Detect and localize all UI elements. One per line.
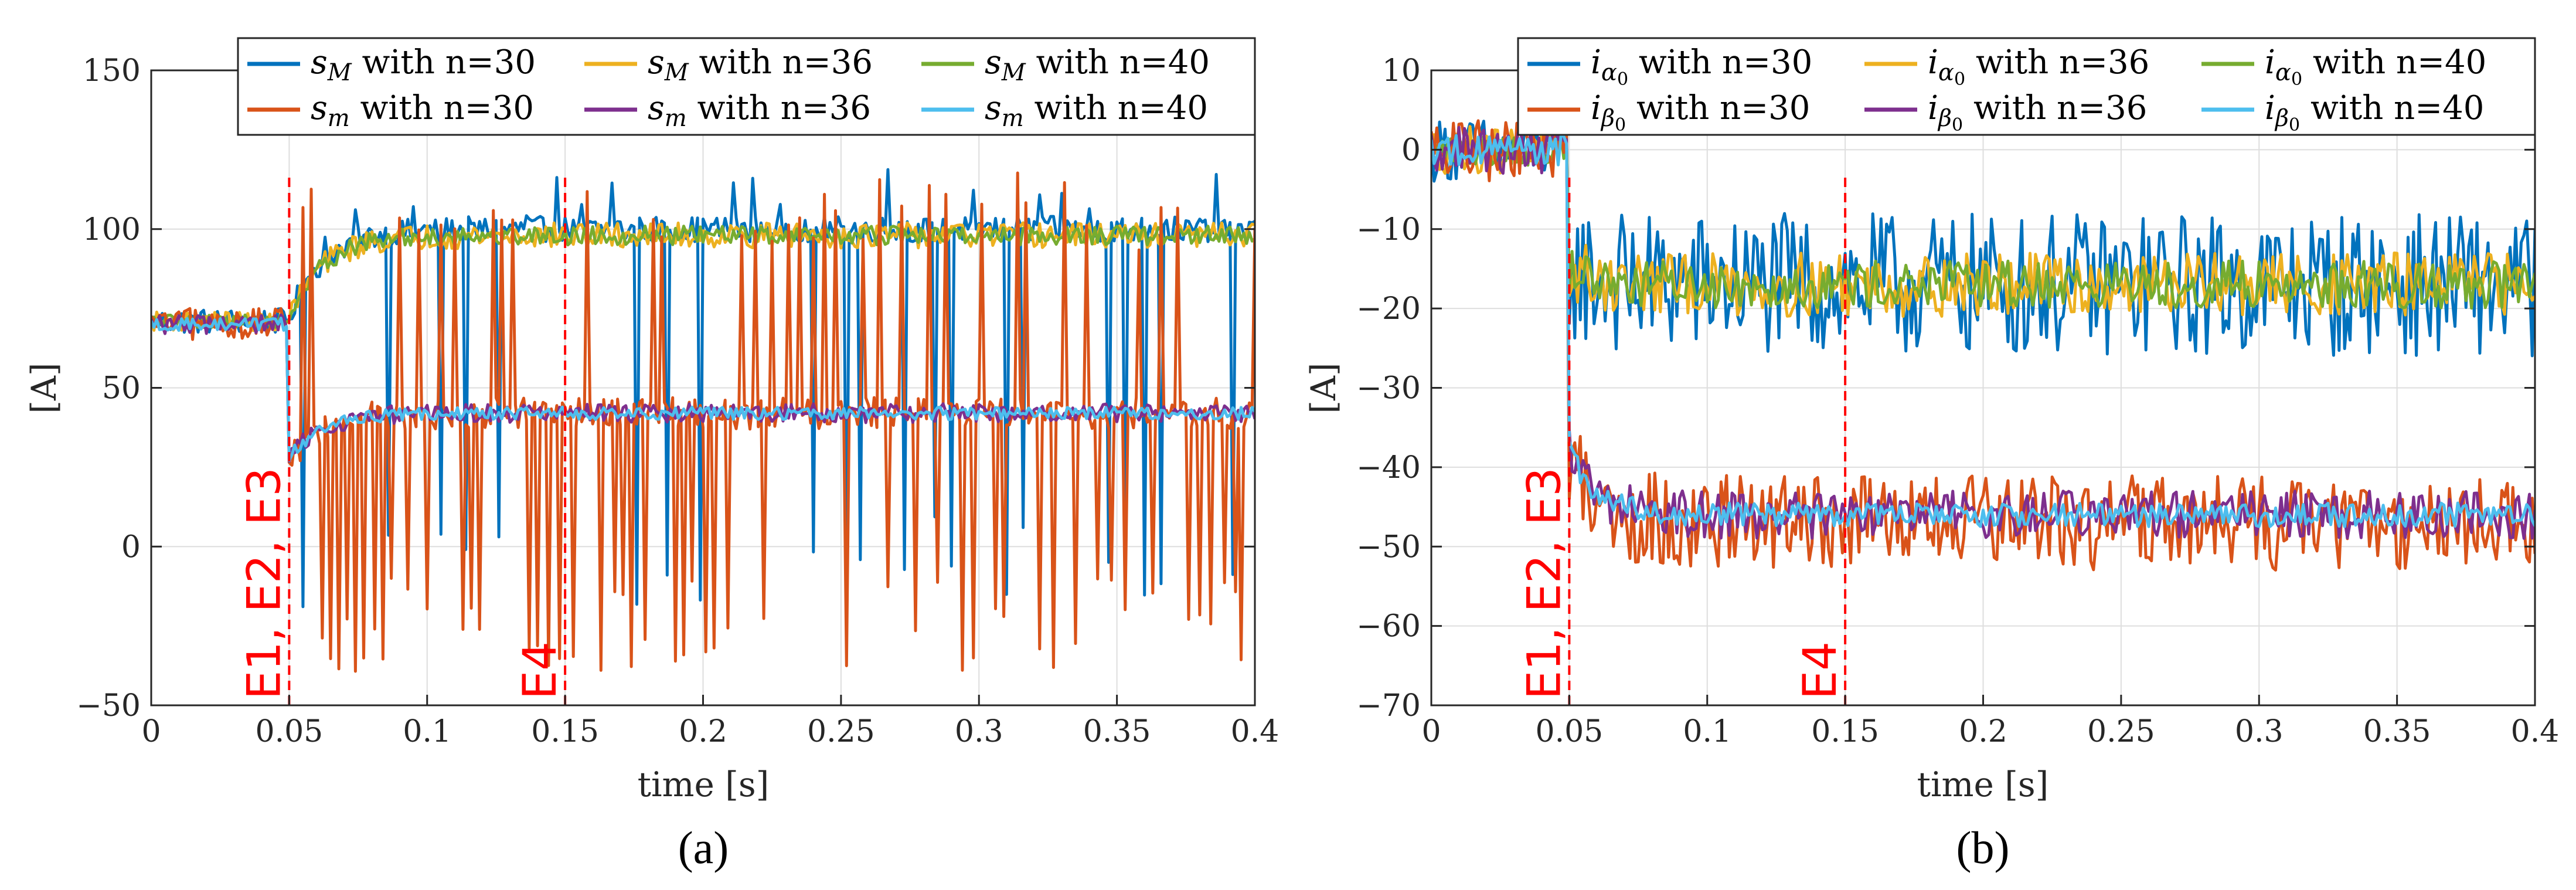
y-tick-label: 0 bbox=[1401, 133, 1421, 168]
x-tick-label: 0.4 bbox=[2511, 714, 2560, 749]
y-axis-label: [A] bbox=[1304, 362, 1343, 413]
legend-entry: sM with n=30 bbox=[311, 43, 536, 86]
x-tick-label: 0.35 bbox=[2363, 714, 2431, 749]
legend-entry: iα0 with n=30 bbox=[1591, 43, 1812, 90]
x-tick-label: 0.1 bbox=[1683, 714, 1731, 749]
series-line bbox=[151, 225, 1255, 329]
panel-caption: (b) bbox=[1956, 822, 2010, 873]
y-tick-label: −30 bbox=[1356, 371, 1421, 406]
event-label: E4 bbox=[514, 641, 567, 699]
legend-entry: iα0 with n=36 bbox=[1928, 43, 2149, 90]
x-tick-label: 0.05 bbox=[255, 714, 323, 749]
x-tick-label: 0.25 bbox=[807, 714, 875, 749]
series-line bbox=[1431, 125, 2535, 318]
y-tick-label: −50 bbox=[76, 688, 141, 723]
x-tick-label: 0.2 bbox=[679, 714, 727, 749]
y-tick-label: 50 bbox=[102, 371, 141, 406]
series-line bbox=[1431, 133, 2535, 310]
x-axis-label: time [s] bbox=[638, 765, 770, 804]
x-tick-label: 0 bbox=[1421, 714, 1441, 749]
y-tick-label: 150 bbox=[83, 53, 141, 89]
legend-entry: iβ0 with n=30 bbox=[1591, 89, 1810, 135]
y-tick-label: −70 bbox=[1356, 688, 1421, 723]
x-tick-label: 0.15 bbox=[1811, 714, 1879, 749]
legend-entry: iβ0 with n=40 bbox=[2265, 89, 2484, 135]
x-tick-label: 0 bbox=[141, 714, 161, 749]
x-tick-label: 0.35 bbox=[1083, 714, 1151, 749]
panel-a: E1, E2, E3 E4 0 0.05 0.1 0.15 0.2 0.25 0.3 0.35 0… bbox=[24, 37, 1279, 873]
x-tick-label: 0.1 bbox=[403, 714, 451, 749]
legend-box bbox=[237, 37, 1256, 136]
event-label: E4 bbox=[1794, 641, 1847, 699]
y-tick-label: 100 bbox=[83, 212, 141, 247]
legend-entry: sm with n=30 bbox=[311, 89, 534, 132]
x-tick-label: 0.4 bbox=[1231, 714, 1280, 749]
y-tick-label: −60 bbox=[1356, 609, 1421, 644]
y-tick-label: −20 bbox=[1356, 291, 1421, 327]
panel-b: E1, E2, E3 E4 0 0.05 0.1 0.15 0.2 0.25 0.3 0.35 0… bbox=[1304, 37, 2559, 873]
x-tick-label: 0.15 bbox=[531, 714, 599, 749]
series-line bbox=[1431, 133, 2535, 528]
series-line bbox=[151, 313, 1255, 463]
traces bbox=[1431, 118, 2535, 572]
x-tick-label: 0.3 bbox=[2235, 714, 2284, 749]
x-tick-label: 0.3 bbox=[955, 714, 1003, 749]
y-axis-label: [A] bbox=[24, 362, 64, 413]
legend: iα0 with n=30 iα0 with n=36 iα0 with n=40i… bbox=[1517, 37, 2536, 136]
y-tick-label: 0 bbox=[121, 529, 141, 565]
legend-entry: sM with n=36 bbox=[648, 43, 873, 86]
legend-box bbox=[1517, 37, 2536, 136]
x-tick-label: 0.05 bbox=[1535, 714, 1603, 749]
y-tick-label: −50 bbox=[1356, 529, 1421, 565]
ticks: 0 0.05 0.1 0.15 0.2 0.25 0.3 0.35 0.4−5005010015… bbox=[76, 53, 1279, 749]
events: E1, E2, E3 E4 bbox=[1518, 176, 1847, 705]
y-tick-label: 10 bbox=[1382, 53, 1421, 89]
x-tick-label: 0.25 bbox=[2087, 714, 2155, 749]
panel-caption: (a) bbox=[678, 822, 729, 873]
event-label: E1, E2, E3 bbox=[1518, 467, 1571, 699]
legend-entry: sm with n=36 bbox=[648, 89, 871, 132]
x-axis-label: time [s] bbox=[1917, 765, 2049, 804]
legend-entry: sm with n=40 bbox=[985, 89, 1208, 132]
events: E1, E2, E3 E4 bbox=[238, 176, 567, 705]
legend-entry: sM with n=40 bbox=[985, 43, 1210, 86]
event-label: E1, E2, E3 bbox=[238, 467, 291, 699]
y-tick-label: −10 bbox=[1356, 212, 1421, 247]
legend-entry: iβ0 with n=36 bbox=[1928, 89, 2147, 135]
y-tick-label: −40 bbox=[1356, 450, 1421, 485]
ticks: 0 0.05 0.1 0.15 0.2 0.25 0.3 0.35 0.4 −70 −60 −50 −4… bbox=[1356, 53, 2559, 749]
traces bbox=[151, 168, 1255, 673]
series-line bbox=[1431, 118, 2535, 572]
legend-entry: iα0 with n=40 bbox=[2265, 43, 2486, 90]
series-line bbox=[151, 317, 1255, 463]
series-line bbox=[151, 221, 1255, 332]
x-tick-label: 0.2 bbox=[1959, 714, 2007, 749]
